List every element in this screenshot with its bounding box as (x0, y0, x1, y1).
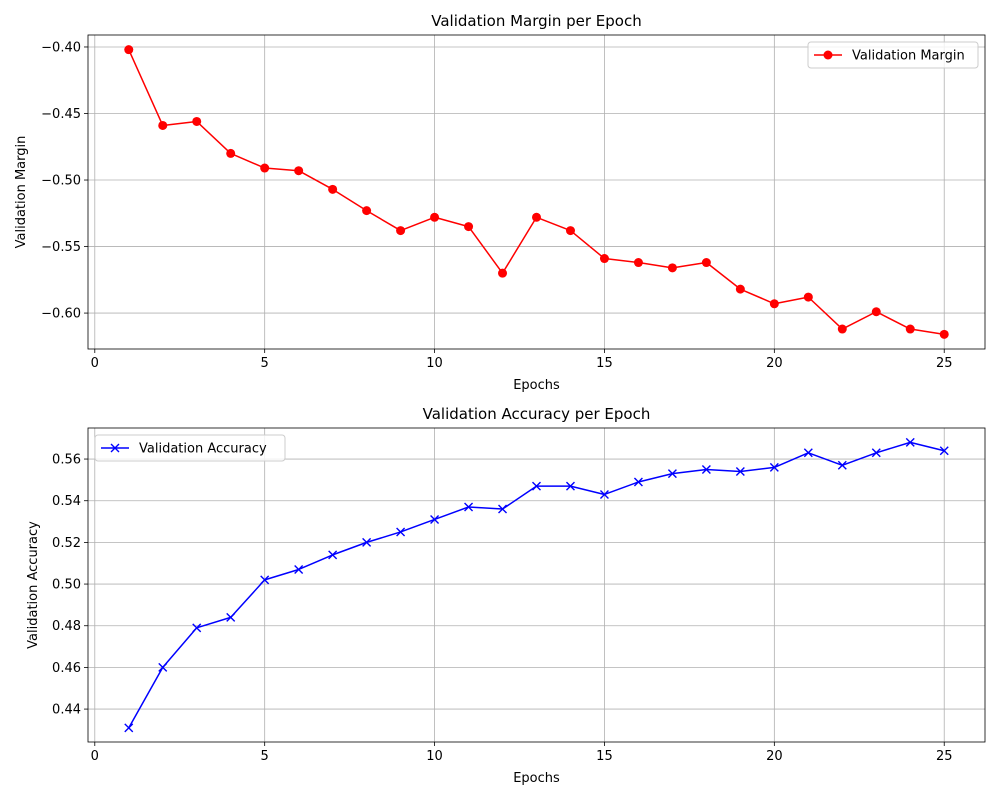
data-point (124, 723, 134, 733)
data-point (464, 502, 474, 512)
data-point (599, 254, 609, 264)
data-point (633, 258, 643, 268)
x-tick-label: 10 (426, 749, 443, 764)
data-point (260, 575, 270, 585)
data-point (158, 120, 168, 130)
data-point (599, 489, 609, 499)
y-tick-label: 0.54 (52, 494, 81, 509)
data-point (667, 469, 677, 479)
x-tick-label: 0 (91, 356, 99, 371)
data-point (328, 184, 338, 194)
x-tick-label: 25 (936, 356, 953, 371)
data-point (701, 464, 711, 474)
x-tick-label: 20 (766, 749, 783, 764)
data-point (633, 477, 643, 487)
data-point (362, 206, 372, 216)
chart-title: Validation Accuracy per Epoch (423, 405, 651, 423)
data-point (226, 148, 236, 158)
y-tick-label: −0.55 (41, 240, 81, 255)
data-point (294, 166, 304, 176)
y-tick-label: −0.60 (41, 307, 81, 322)
data-point (939, 329, 949, 339)
data-point (701, 258, 711, 268)
data-point (532, 212, 541, 222)
y-tick-label: 0.44 (52, 703, 81, 718)
x-tick-label: 5 (261, 356, 269, 371)
x-tick-label: 10 (426, 356, 443, 371)
chart-panel-1: 0 5 10 15 20 25 −0.40 −0.45 −0.50 −0.55 −0.60 Valid… (14, 12, 986, 393)
y-tick-label: −0.50 (41, 174, 81, 189)
data-point (430, 514, 440, 524)
data-point (735, 284, 745, 294)
data-point (498, 268, 508, 278)
data-point (905, 324, 915, 334)
x-tick-label: 0 (91, 749, 99, 764)
legend-marker (823, 50, 833, 60)
x-axis-label: Epochs (513, 378, 560, 393)
data-point (667, 263, 677, 273)
legend-label: Validation Margin (852, 49, 965, 64)
data-point (803, 448, 813, 458)
x-tick-label: 20 (766, 356, 783, 371)
legend-box (94, 434, 286, 462)
data-point (871, 448, 881, 458)
data-point (158, 662, 168, 672)
data-point (192, 116, 202, 126)
data-point (396, 226, 406, 236)
y-tick-label: 0.56 (52, 453, 81, 468)
data-point (871, 307, 881, 317)
x-tick-label: 25 (936, 749, 953, 764)
x-tick-label: 5 (261, 749, 269, 764)
data-point (532, 481, 541, 491)
x-axis-label: Epochs (513, 771, 560, 786)
data-point (396, 527, 406, 537)
axes-frame (87, 427, 986, 743)
data-point (260, 163, 270, 173)
y-tick-label: −0.40 (41, 40, 81, 55)
x-tick-label: 15 (596, 749, 613, 764)
data-point (905, 437, 915, 447)
x-tick-label: 15 (596, 356, 613, 371)
data-point (124, 45, 134, 55)
data-point (565, 226, 575, 236)
y-tick-label: −0.45 (41, 107, 81, 122)
data-point (328, 550, 338, 560)
axes-frame (87, 34, 986, 350)
data-point (769, 462, 779, 472)
data-point (226, 612, 236, 622)
chart-title: Validation Margin per Epoch (431, 12, 641, 30)
data-point (837, 460, 847, 470)
data-point (565, 481, 575, 491)
chart-panel-2: 0 5 10 15 20 25 0.44 0.46 0.48 0.50 0.52 0.54 0.56 Va… (26, 405, 986, 786)
y-tick-label: 0.50 (52, 578, 81, 593)
legend-box (807, 41, 979, 69)
data-point (294, 564, 304, 574)
legend: Validation Margin (807, 41, 979, 69)
data-point (464, 222, 474, 232)
y-axis-label: Validation Accuracy (26, 521, 41, 649)
data-point (192, 623, 202, 633)
data-point (735, 467, 745, 477)
y-tick-label: 0.52 (52, 536, 81, 551)
data-point (803, 292, 813, 302)
data-point (769, 299, 779, 309)
y-tick-label: 0.48 (52, 619, 81, 634)
legend-marker (110, 443, 120, 453)
y-axis-label: Validation Margin (14, 136, 29, 249)
legend-label: Validation Accuracy (139, 442, 267, 457)
legend: Validation Accuracy (94, 434, 286, 462)
data-point (939, 446, 949, 456)
data-point (430, 212, 440, 222)
data-point (498, 504, 508, 514)
data-point (837, 324, 847, 334)
y-tick-label: 0.46 (52, 661, 81, 676)
data-point (362, 537, 372, 547)
series-line (128, 49, 945, 336)
